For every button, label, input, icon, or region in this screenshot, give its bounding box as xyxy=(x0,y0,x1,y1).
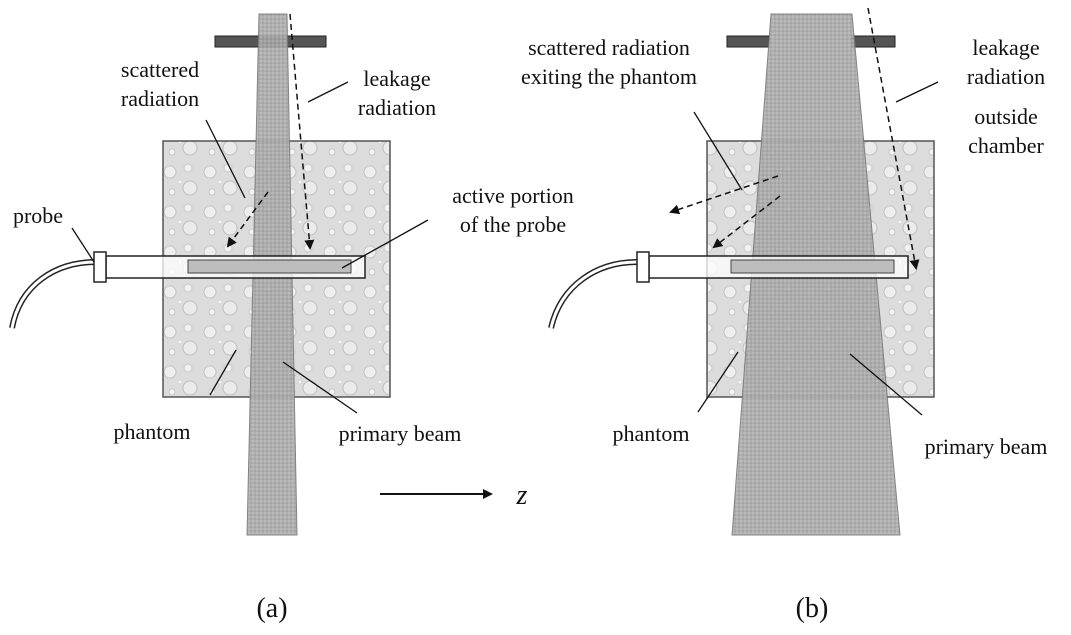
leakage-label-a-line1: leakage xyxy=(363,66,430,91)
phantom-leader-a xyxy=(209,349,237,396)
scatter-arrow-b xyxy=(712,195,781,249)
probe-cable-a-inner xyxy=(10,260,97,329)
collimator-b-left xyxy=(726,35,770,48)
caption-a: (a) xyxy=(256,593,287,624)
leakage-label-b-line2: radiation xyxy=(967,64,1045,89)
probe-cable-b-inner xyxy=(549,260,638,329)
primary-beam-label-b: primary beam xyxy=(925,434,1048,459)
probe-active-portion-a xyxy=(187,259,352,274)
leakage-label-b-line1: leakage xyxy=(972,35,1039,60)
active-label-a-line2: of the probe xyxy=(460,212,566,237)
phantom-label-b: phantom xyxy=(613,421,690,446)
probe-connector-a xyxy=(93,251,107,283)
scattered-label-b-line2: exiting the phantom xyxy=(521,64,697,89)
panel-b: scattered radiation exiting the phantom … xyxy=(521,7,1048,624)
scatter-arrow-a xyxy=(226,191,269,248)
scattered-label-a-line2: radiation xyxy=(121,86,199,111)
z-axis: z xyxy=(380,480,528,511)
primary-beam-label-a: primary beam xyxy=(339,421,462,446)
primary-leader-b xyxy=(849,353,923,416)
caption-b: (b) xyxy=(796,593,829,624)
scattered-leader-b xyxy=(693,111,743,191)
leakage-leader-a xyxy=(307,81,349,103)
phantom-label-a: phantom xyxy=(114,419,191,444)
scatter-exit-arrow-b xyxy=(669,175,779,215)
scattered-label-b-line1: scattered radiation xyxy=(528,35,690,60)
scattered-label-a-line1: scattered xyxy=(121,57,199,82)
active-label-a-line1: active portion xyxy=(452,183,574,208)
panel-a: scattered radiation leakage radiation pr… xyxy=(9,13,574,624)
scattered-leader-a xyxy=(205,119,246,199)
leakage-label-b-line4: chamber xyxy=(968,133,1044,158)
leakage-label-b-line3: outside xyxy=(974,104,1038,129)
phantom-leader-b xyxy=(697,351,739,413)
primary-leader-a xyxy=(282,361,358,414)
probe-leader-a xyxy=(71,227,95,263)
leakage-leader-b xyxy=(895,81,939,103)
leakage-label-a-line2: radiation xyxy=(358,95,436,120)
probe-label-a: probe xyxy=(13,203,63,228)
leakage-arrow-b xyxy=(867,7,920,270)
z-axis-label: z xyxy=(516,480,528,511)
leakage-arrow-a xyxy=(289,13,315,250)
probe-connector-b xyxy=(636,251,650,283)
probe-active-portion-b xyxy=(730,259,895,274)
active-leader-a xyxy=(341,219,429,269)
